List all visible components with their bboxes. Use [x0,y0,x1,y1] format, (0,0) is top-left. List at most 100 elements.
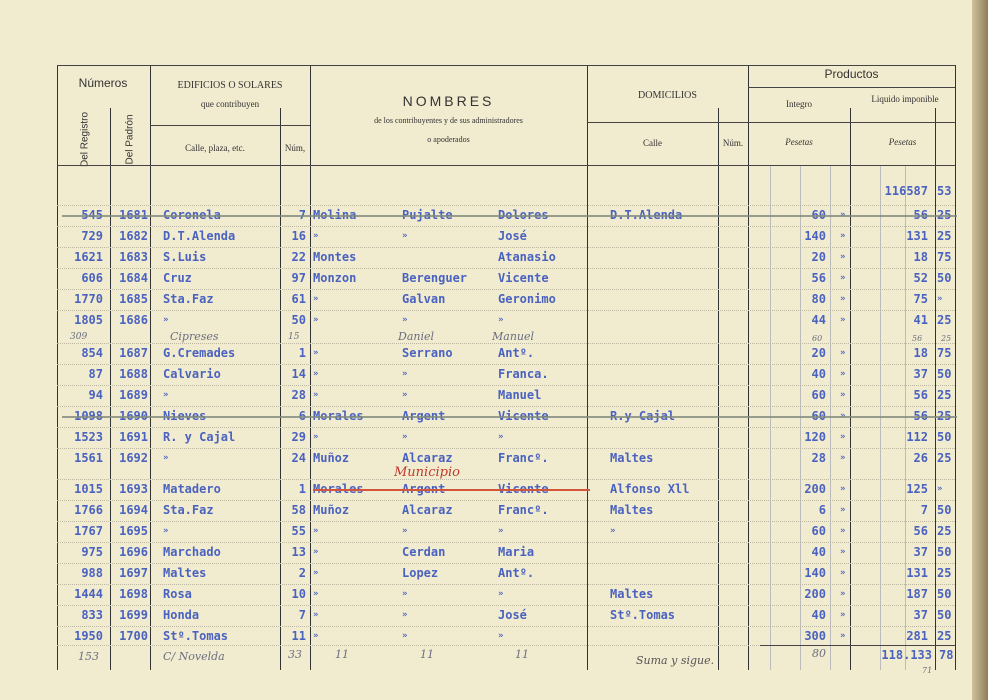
header-integro: Integro [786,99,812,109]
cell-calle: G.Cremades [163,346,236,360]
hw-last-int: 80 [812,647,826,660]
cell-reg: 1950 [74,629,103,643]
hw-liq: 56 [912,334,923,343]
header-bottom-rule [57,165,955,166]
cell-n3: Antº. [498,566,535,580]
hw-last-calle: C/ Novelda [163,650,225,663]
cell-pad: 1684 [119,271,148,285]
cell-pad: 1685 [119,292,148,306]
cell-pad: 1687 [119,346,148,360]
row-rule [57,605,955,606]
cell-int: 56 [811,271,826,285]
cell-int: 6 [818,503,826,517]
cell-int-c: » [840,505,846,515]
cell-int: 20 [811,250,826,264]
row-rule [57,364,955,365]
cell-liq: 7 [920,503,928,517]
column-rule [748,65,749,670]
cell-liq: 56 [913,524,928,538]
cell-calle: Calvario [163,367,221,381]
cell-liq-c: 50 [937,587,952,601]
cell-n1: » [313,231,319,241]
cell-num: 1 [298,346,306,360]
cell-reg: 1444 [74,587,103,601]
cell-liq: 26 [913,451,928,465]
cell-int-c: » [840,484,846,494]
cell-liq-c: 25 [937,566,952,580]
cell-num: 50 [291,313,306,327]
cell-int-c: » [840,568,846,578]
cell-calle: Honda [163,608,200,622]
row-rule [57,645,955,646]
cell-num: 61 [291,292,306,306]
cell-calle: Cruz [163,271,192,285]
header-num: Núm, [284,143,306,153]
cell-liq: 281 [906,629,928,643]
cell-n2: Galvan [402,292,446,306]
cell-pad: 1693 [119,482,148,496]
cell-num: 13 [291,545,306,559]
cell-n2: » [402,369,408,379]
cell-n1: » [313,315,319,325]
cell-n1: » [313,568,319,578]
cell-int: 40 [811,367,826,381]
cell-calle: S.Luis [163,250,207,264]
row-rule [57,289,955,290]
cell-dom: Maltes [610,451,654,465]
row-rule [57,542,955,543]
cell-reg: 854 [81,346,103,360]
cell-liq: 37 [913,545,928,559]
cell-int: 80 [811,292,826,306]
header-nombres: NOMBRES [402,93,495,109]
cell-n2: » [402,526,408,536]
cell-n3: Vicente [498,271,549,285]
hw-last-n1: 11 [335,648,349,661]
cell-liq: 75 [913,292,928,306]
column-rule [280,108,281,670]
row-rule [57,268,955,269]
cell-int: 200 [804,482,826,496]
cell-n1: » [313,526,319,536]
cell-int-c: » [840,252,846,262]
cell-pad: 1689 [119,388,148,402]
row-rule [57,626,955,627]
cell-n3: Geronimo [498,292,556,306]
cell-int-c: » [840,432,846,442]
row-rule [57,563,955,564]
cell-num: 7 [298,608,306,622]
cell-n2: » [402,432,408,442]
header-del-padron: Del Padrón [124,114,136,165]
cell-n2: » [402,315,408,325]
row-rule [57,247,955,248]
cell-pad: 1700 [119,629,148,643]
cell-pad: 1694 [119,503,148,517]
header-edificios: EDIFICIOS O SOLARES [177,80,283,91]
cell-dom: Maltes [610,503,654,517]
cell-liq: 37 [913,608,928,622]
cell-n2: Berenguer [402,271,468,285]
cell-num: 55 [291,524,306,538]
cell-calle: Maltes [163,566,207,580]
row-rule [57,205,955,206]
cell-int-c: » [840,273,846,283]
cell-num: 28 [291,388,306,402]
header-nombres-sub1: de los contribuyentes y de sus administr… [374,116,523,125]
cell-reg: 1805 [74,313,103,327]
cell-num: 97 [291,271,306,285]
row-rule [57,448,955,449]
header-calle: Calle [643,138,662,148]
row-rule [57,406,955,407]
cell-calle: R. y Cajal [163,430,236,444]
cell-liq-c: » [937,484,943,494]
cell-calle: D.T.Alenda [163,229,236,243]
cell-n1: Muñoz [313,503,350,517]
cell-pad: 1692 [119,451,148,465]
row-rule [57,226,955,227]
cell-liq: 131 [906,566,928,580]
cell-num: 16 [291,229,306,243]
cell-int-c: » [840,231,846,241]
cell-calle: Matadero [163,482,221,496]
hw-num: 15 [288,332,300,342]
cell-n3: José [498,229,527,243]
